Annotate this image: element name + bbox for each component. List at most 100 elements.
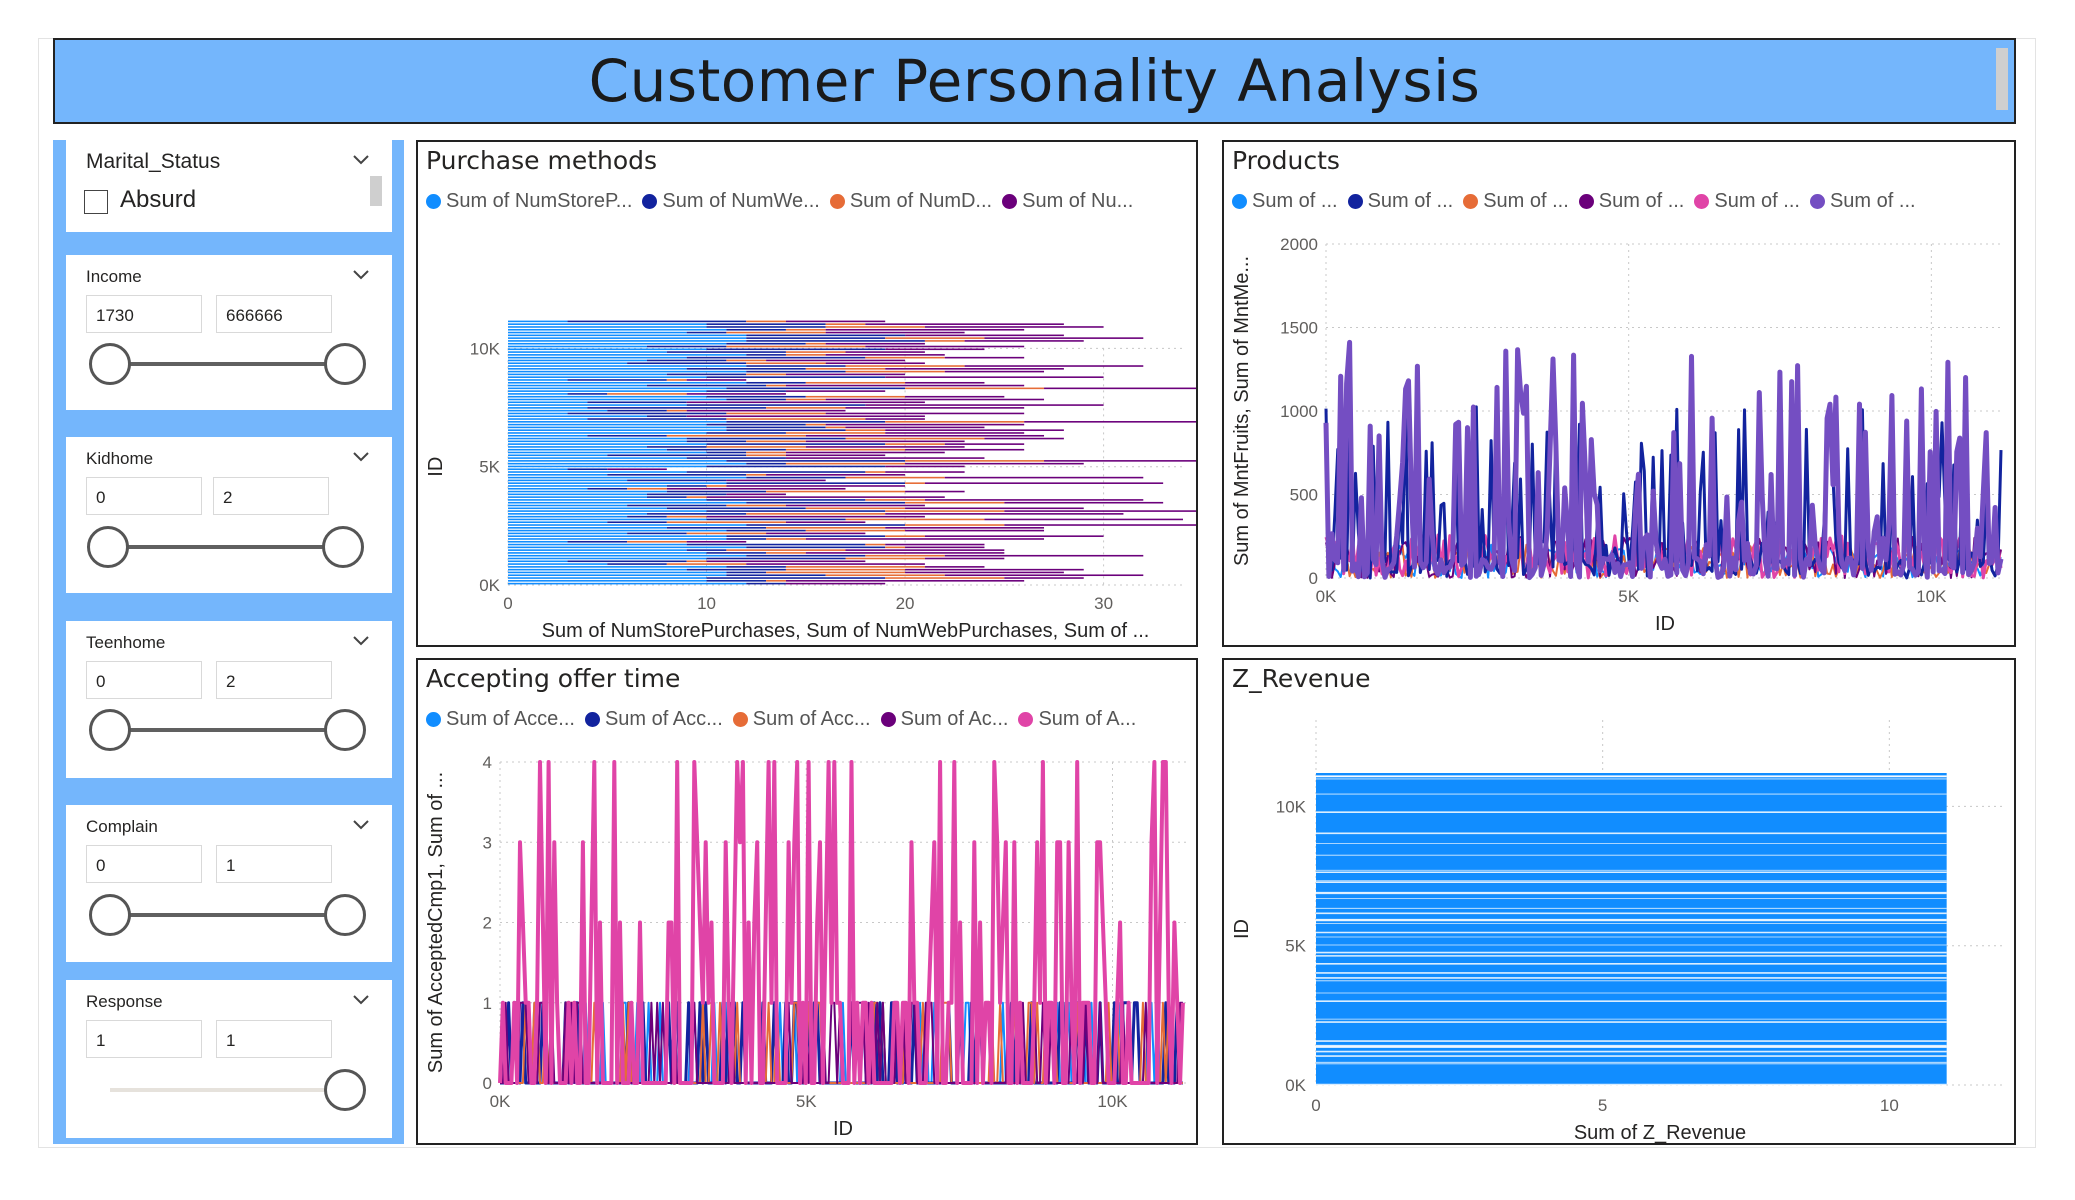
- scrollbar[interactable]: [1996, 48, 2008, 110]
- range-min-thumb[interactable]: [89, 343, 131, 385]
- slicer-kidhome[interactable]: Kidhome 0 2: [66, 437, 392, 593]
- range-max-input[interactable]: 1: [216, 1020, 332, 1058]
- range-track[interactable]: [110, 1088, 344, 1092]
- bar-segment: [785, 432, 886, 434]
- legend-item[interactable]: Sum of Acce...: [426, 708, 575, 731]
- slicer-title: Teenhome: [86, 633, 166, 652]
- bar-segment: [746, 451, 786, 454]
- legend-item[interactable]: Sum of Acc...: [732, 708, 871, 731]
- range-min-thumb[interactable]: [87, 526, 129, 568]
- range-min-input[interactable]: 0: [86, 661, 202, 699]
- slicer-marital-status[interactable]: Marital_Status Absurd: [66, 140, 392, 232]
- chevron-down-icon[interactable]: [350, 988, 372, 1010]
- slicer-income[interactable]: Income 1730 666666: [66, 255, 392, 410]
- range-max-thumb[interactable]: [324, 1069, 366, 1111]
- y-tick-label: 2: [483, 914, 492, 933]
- bar-segment: [766, 527, 886, 529]
- bar-segment: [508, 504, 628, 507]
- chart-plot[interactable]: 0K 5K 10K 0 10 20 30 Sum of NumStorePurchases, …: [418, 142, 1196, 645]
- bar-segment: [508, 421, 727, 423]
- legend-item[interactable]: Sum of ...: [1347, 190, 1453, 213]
- range-min-input[interactable]: 0: [86, 845, 202, 883]
- bar-segment: [706, 557, 846, 560]
- slicer-teenhome[interactable]: Teenhome 0 2: [66, 621, 392, 778]
- range-max-thumb[interactable]: [324, 894, 366, 936]
- legend-item[interactable]: Sum of ...: [1463, 190, 1569, 213]
- bar-segment: [666, 448, 786, 451]
- bar-segment: [766, 407, 846, 409]
- chart-purchase-methods[interactable]: Purchase methods Sum of NumStoreP... Sum …: [416, 140, 1198, 647]
- legend-item[interactable]: Sum of NumWe...: [642, 190, 820, 213]
- legend-item[interactable]: Sum of NumD...: [829, 190, 992, 213]
- y-tick-label: 0K: [479, 576, 500, 595]
- bar-segment: [706, 348, 886, 351]
- legend-item[interactable]: Sum of ...: [1578, 190, 1684, 213]
- range-track[interactable]: [110, 913, 344, 917]
- bar-segment: [766, 552, 806, 554]
- range-max-input[interactable]: 2: [216, 661, 332, 699]
- bar-segment: [508, 535, 727, 537]
- chevron-down-icon[interactable]: [350, 148, 372, 170]
- chevron-down-icon[interactable]: [350, 813, 372, 835]
- chart-z-revenue[interactable]: Z_Revenue 0K 5K 10K 0 5 10 Sum of Z_Revenue ID: [1222, 658, 2016, 1145]
- chart-legend[interactable]: Sum of ... Sum of ... Sum of ... Sum of ...…: [1232, 190, 1916, 213]
- range-max-input[interactable]: 666666: [216, 295, 332, 333]
- range-max-input[interactable]: 2: [213, 477, 329, 515]
- bar-segment: [508, 532, 628, 535]
- y-tick-label: 0: [483, 1074, 492, 1093]
- bar-segment: [508, 474, 608, 476]
- chart-legend[interactable]: Sum of Acce... Sum of Acc... Sum of Acc...…: [426, 708, 1136, 731]
- bar-segment: [805, 342, 826, 345]
- bar-segment: [508, 527, 667, 529]
- bar-segment: [865, 554, 945, 557]
- slicer-complain[interactable]: Complain 0 1: [66, 805, 392, 962]
- bar-segment: [746, 546, 886, 549]
- bar-segment: [508, 323, 707, 325]
- legend-item[interactable]: Sum of ...: [1809, 190, 1916, 213]
- slicer-response[interactable]: Response 1 1: [66, 980, 392, 1138]
- chart-legend[interactable]: Sum of NumStoreP... Sum of NumWe... Sum of…: [426, 190, 1133, 213]
- bar-segment: [508, 387, 727, 390]
- chevron-down-icon[interactable]: [350, 263, 372, 285]
- range-min-input[interactable]: 0: [86, 477, 202, 515]
- legend-item[interactable]: Sum of A...: [1018, 708, 1136, 731]
- chart-products[interactable]: Products Sum of ... Sum of ... Sum of ... S…: [1222, 140, 2016, 647]
- chart-plot[interactable]: 0 500 1000 1500 2000 0K 5K 10K ID Sum of MntFruit…: [1224, 142, 2014, 645]
- bar-segment: [627, 504, 727, 507]
- range-track[interactable]: [110, 728, 344, 732]
- legend-dot-icon: [829, 194, 845, 209]
- bar-segment: [686, 457, 786, 459]
- range-max-thumb[interactable]: [322, 526, 364, 568]
- range-track[interactable]: [108, 545, 342, 549]
- legend-item[interactable]: Sum of ...: [1232, 190, 1338, 213]
- range-max-thumb[interactable]: [324, 709, 366, 751]
- range-min-thumb[interactable]: [89, 894, 131, 936]
- range-min-input[interactable]: 1730: [86, 295, 202, 333]
- bar-segment: [726, 574, 826, 577]
- chart-accepting-offer-time[interactable]: Accepting offer time Sum of Acce... Sum o…: [416, 658, 1198, 1145]
- scrollbar[interactable]: [370, 176, 382, 206]
- bar-segment: [508, 348, 707, 351]
- legend-item[interactable]: Sum of NumStoreP...: [426, 190, 632, 213]
- y-axis-label: Sum of MntFruits, Sum of MntMe...: [1231, 256, 1253, 566]
- y-tick-label: 0K: [1285, 1076, 1306, 1095]
- legend-item[interactable]: Sum of Acc...: [584, 708, 723, 731]
- range-max-thumb[interactable]: [324, 343, 366, 385]
- chart-plot[interactable]: 0K 5K 10K 0 5 10 Sum of Z_Revenue ID: [1224, 660, 2014, 1143]
- legend-item[interactable]: Sum of Ac...: [880, 708, 1008, 731]
- bar-segment: [825, 323, 866, 325]
- range-track[interactable]: [110, 362, 344, 366]
- chevron-down-icon[interactable]: [350, 445, 372, 467]
- bar-segment: [726, 418, 866, 420]
- chevron-down-icon[interactable]: [350, 629, 372, 651]
- range-max-input[interactable]: 1: [216, 845, 332, 883]
- range-min-input[interactable]: 1: [86, 1020, 202, 1058]
- legend-item[interactable]: Sum of Nu...: [1002, 190, 1133, 213]
- slicer-option-label[interactable]: Absurd: [120, 186, 197, 213]
- checkbox-icon[interactable]: [84, 190, 108, 214]
- bar-segment: [508, 563, 608, 565]
- range-min-thumb[interactable]: [89, 709, 131, 751]
- title-banner: Customer Personality Analysis: [53, 38, 2016, 124]
- legend-item[interactable]: Sum of ...: [1694, 190, 1800, 213]
- chart-plot[interactable]: 0 1 2 3 4 0K 5K 10K ID Sum of AcceptedCmp1, Sum o…: [418, 660, 1196, 1143]
